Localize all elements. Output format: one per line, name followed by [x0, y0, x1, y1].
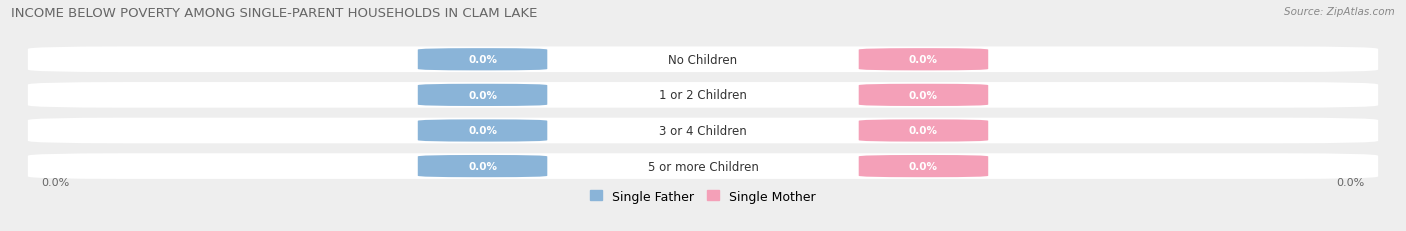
Text: 0.0%: 0.0% — [468, 161, 498, 171]
Text: 0.0%: 0.0% — [908, 91, 938, 100]
Text: 0.0%: 0.0% — [468, 126, 498, 136]
FancyBboxPatch shape — [418, 84, 547, 106]
FancyBboxPatch shape — [28, 118, 1378, 144]
FancyBboxPatch shape — [859, 84, 988, 106]
FancyBboxPatch shape — [548, 49, 858, 71]
Text: 0.0%: 0.0% — [908, 126, 938, 136]
Text: 1 or 2 Children: 1 or 2 Children — [659, 89, 747, 102]
FancyBboxPatch shape — [418, 155, 547, 177]
Text: 3 or 4 Children: 3 or 4 Children — [659, 125, 747, 137]
Text: 5 or more Children: 5 or more Children — [648, 160, 758, 173]
Text: INCOME BELOW POVERTY AMONG SINGLE-PARENT HOUSEHOLDS IN CLAM LAKE: INCOME BELOW POVERTY AMONG SINGLE-PARENT… — [11, 7, 537, 20]
Text: 0.0%: 0.0% — [908, 55, 938, 65]
FancyBboxPatch shape — [548, 120, 858, 142]
Text: 0.0%: 0.0% — [468, 55, 498, 65]
Text: 0.0%: 0.0% — [468, 91, 498, 100]
FancyBboxPatch shape — [548, 85, 858, 106]
Text: 0.0%: 0.0% — [42, 178, 70, 188]
Text: No Children: No Children — [668, 54, 738, 67]
FancyBboxPatch shape — [548, 156, 858, 177]
Text: Source: ZipAtlas.com: Source: ZipAtlas.com — [1284, 7, 1395, 17]
FancyBboxPatch shape — [859, 155, 988, 177]
FancyBboxPatch shape — [28, 83, 1378, 108]
Text: 0.0%: 0.0% — [908, 161, 938, 171]
FancyBboxPatch shape — [859, 49, 988, 71]
FancyBboxPatch shape — [418, 49, 547, 71]
Legend: Single Father, Single Mother: Single Father, Single Mother — [585, 185, 821, 208]
FancyBboxPatch shape — [418, 120, 547, 142]
Text: 0.0%: 0.0% — [1336, 178, 1364, 188]
FancyBboxPatch shape — [859, 120, 988, 142]
FancyBboxPatch shape — [28, 47, 1378, 73]
FancyBboxPatch shape — [28, 154, 1378, 179]
